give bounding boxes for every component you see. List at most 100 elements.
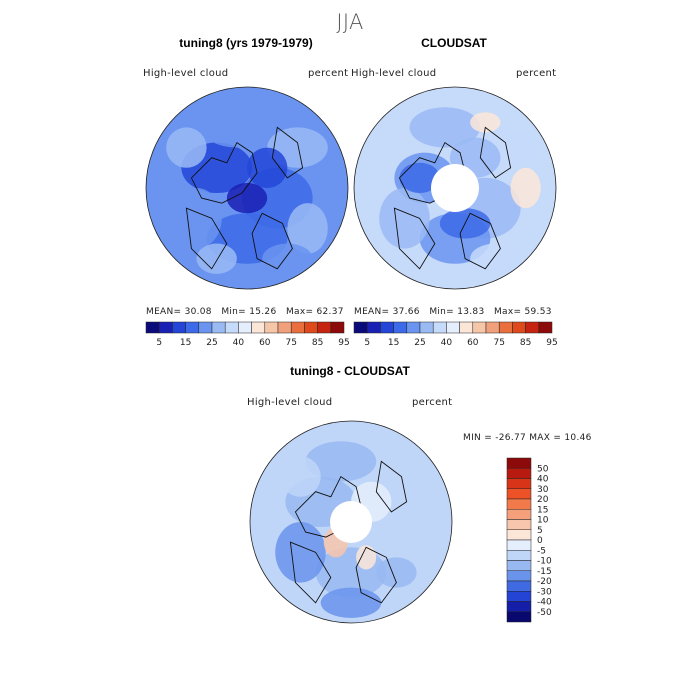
diff-colorbar-swatch [506, 519, 532, 530]
panel2-colorbar-tick: 15 [388, 338, 399, 348]
panel2-map-border [353, 86, 557, 290]
panel2-colorbar-swatch [498, 321, 513, 334]
diff-colorbar-swatch [506, 498, 532, 510]
panel1-field-patch [171, 188, 222, 249]
diff-colorbar-swatch [506, 550, 532, 561]
panel1-min-label: Min= [221, 307, 247, 317]
diff-max-label: MAX = [529, 433, 562, 443]
panel2-max-label: Max= [493, 307, 522, 317]
panel1-colorbar-swatch [172, 321, 186, 334]
panel2-mean-value: 37.66 [392, 307, 420, 317]
diff-colorbar-swatch [506, 509, 532, 520]
panel1-colorbar-swatch [290, 321, 305, 334]
panel1-colorbar-swatch [211, 321, 226, 334]
panel1-colorbar-swatch [185, 321, 200, 334]
panel2-coastline [459, 212, 501, 270]
panel2-title: CLOUDSAT [421, 36, 487, 50]
panel1-colorbar-tick: 5 [156, 338, 162, 348]
diff-coastline [355, 546, 397, 604]
diff-colorbar-tick: 10 [537, 516, 549, 526]
panel2-min-label: Min= [429, 307, 455, 317]
panel2-colorbar-swatch [380, 321, 394, 334]
panel1-colorbar-tick: 75 [285, 338, 296, 348]
panel2-mean-label: MEAN= [354, 307, 390, 317]
diff-colorbar-swatch [506, 570, 532, 582]
panel1-max-value: 62.37 [316, 307, 344, 317]
panel1-field-patch [247, 147, 288, 188]
diff-colorbar-swatch [506, 478, 532, 489]
diff-colorbar-tick: 20 [537, 495, 549, 505]
diff-max-value: 10.46 [564, 433, 592, 443]
panel1-field-patch [201, 107, 273, 148]
diff-colorbar-tick: 15 [537, 505, 548, 515]
diff-colorbar-swatch [506, 601, 532, 612]
panel2-field-patch [470, 243, 521, 274]
diff-colorbar-swatch [506, 611, 532, 623]
diff-colorbar-tick: -50 [537, 608, 552, 618]
panel1-colorbar-tick: 40 [233, 338, 245, 348]
diff-colorbar-swatch [506, 468, 532, 479]
panel1-colorbar-swatch [251, 321, 266, 334]
panel1-field-patch [166, 127, 207, 168]
panel2-colorbar-tick: 5 [364, 338, 370, 348]
panel1-colorbar-tick: 25 [206, 338, 217, 348]
panel2-stats: MEAN= 37.66 Min= 13.83 Max= 59.53 [354, 307, 552, 317]
diff-colorbar-tick: -5 [537, 546, 546, 556]
panel2-colorbar-swatch [538, 321, 553, 334]
panel2-colorbar-swatch [512, 321, 526, 334]
panel1-field-patch [226, 182, 268, 214]
diff-map [249, 420, 453, 624]
diff-min-label: MIN = [463, 433, 493, 443]
panel1-mean-value: 30.08 [184, 307, 212, 317]
panel1-colorbar-tick: 95 [338, 338, 349, 348]
diff-coastline [294, 475, 362, 538]
panel2-colorbar-swatch [525, 321, 540, 334]
diff-colorbar-swatch [506, 457, 532, 469]
panel1-coastline [271, 126, 304, 179]
diff-colorbar-tick: -15 [537, 567, 552, 577]
panel1-colorbar-swatch [264, 321, 279, 334]
diff-colorbar-tick: -30 [537, 587, 552, 597]
diff-coastline [289, 541, 332, 604]
diff-stats: MIN = -26.77 MAX = 10.46 [463, 433, 592, 443]
diff-colorbar-swatch [506, 580, 532, 592]
diff-no-data-pole [330, 501, 372, 543]
panel1-colorbar-swatch [198, 321, 213, 334]
panel2-no-data-pole [431, 164, 479, 212]
panel2-field-patch [510, 167, 541, 209]
panel1-colorbar-swatch [277, 321, 292, 334]
panel1-coastline [185, 207, 228, 270]
panel1-colorbar-tick: 60 [259, 338, 271, 348]
diff-colorbar-swatch [506, 529, 532, 541]
diff-colorbar-swatch [506, 488, 532, 500]
panel1-coastline [251, 212, 293, 270]
panel2-variable-label: High-level cloud [351, 68, 437, 79]
panel2-field-patch [379, 188, 430, 249]
diff-colorbar-swatch [506, 539, 532, 551]
panel1-colorbar-swatch [158, 321, 173, 334]
panel2-colorbar-swatch [353, 321, 368, 334]
panel2-map [353, 86, 557, 290]
panel2-colorbar-tick: 95 [546, 338, 557, 348]
panel2-colorbar-swatch [406, 321, 421, 334]
diff-field-patch [280, 456, 321, 497]
panel1-colorbar-swatch [224, 321, 239, 334]
diff-colorbar-tick: -40 [537, 598, 552, 608]
panel1-colorbar-swatch [145, 321, 160, 334]
panel2-colorbar-swatch [419, 321, 434, 334]
diff-field-patch [275, 522, 326, 583]
panel2-colorbar-swatch [446, 321, 460, 334]
diff-field-patch [305, 441, 377, 482]
panel1-mean-label: MEAN= [146, 307, 182, 317]
panel2-field-patch [470, 112, 501, 133]
panel2-colorbar-tick: 25 [414, 338, 425, 348]
panel2-colorbar-swatch [432, 321, 447, 334]
panel2-colorbar-tick: 85 [520, 338, 531, 348]
diff-map-border [249, 420, 453, 624]
panel2-coastline [479, 126, 512, 179]
panel1-title: tuning8 (yrs 1979-1979) [179, 36, 313, 50]
panel2-min-value: 13.83 [457, 307, 485, 317]
panel1-colorbar-tick: 85 [312, 338, 323, 348]
panel1-field-patch [262, 243, 313, 274]
